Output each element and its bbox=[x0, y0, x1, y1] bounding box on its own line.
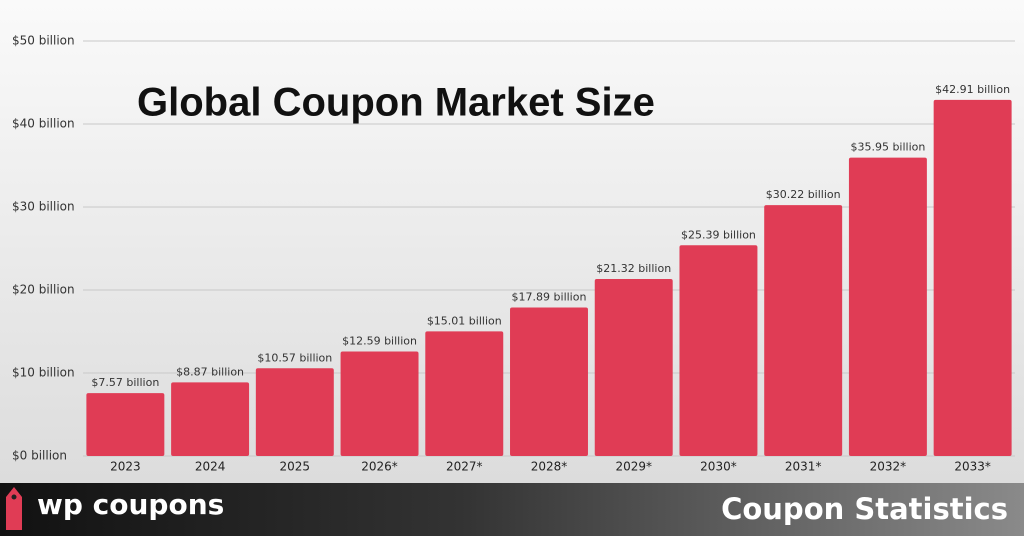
logo-hole bbox=[11, 494, 17, 500]
y-tick-label: $10 billion bbox=[12, 366, 75, 380]
x-tick-label: 2031* bbox=[785, 460, 822, 474]
bar bbox=[86, 393, 165, 456]
value-label: $30.22 billion bbox=[766, 188, 841, 201]
bar bbox=[510, 307, 588, 456]
x-tick-label: 2029* bbox=[615, 460, 652, 474]
x-tick-label: 2033* bbox=[954, 460, 991, 474]
x-tick-label: 2028* bbox=[531, 460, 568, 474]
bar bbox=[848, 157, 927, 457]
y-tick-label: $40 billion bbox=[12, 117, 75, 131]
y-tick-label: $50 billion bbox=[12, 34, 75, 48]
bar bbox=[679, 245, 758, 456]
value-label: $42.91 billion bbox=[935, 83, 1010, 96]
value-label: $12.59 billion bbox=[342, 335, 417, 348]
x-tick-label: 2027* bbox=[446, 460, 483, 474]
caption: Coupon Statistics bbox=[721, 492, 1008, 526]
x-tick-label: 2030* bbox=[700, 460, 737, 474]
bar bbox=[933, 99, 1012, 457]
value-label: $7.57 billion bbox=[91, 376, 159, 389]
x-tick-label: 2023 bbox=[110, 460, 141, 474]
x-tick-label: 2026* bbox=[361, 460, 398, 474]
bar bbox=[340, 351, 419, 456]
chart-title: Global Coupon Market Size bbox=[137, 81, 655, 125]
bar bbox=[594, 279, 673, 456]
y-tick-label: $30 billion bbox=[12, 200, 75, 214]
brand: wp coupons bbox=[37, 488, 224, 521]
bar bbox=[171, 382, 250, 456]
value-label: $8.87 billion bbox=[176, 365, 244, 378]
value-label: $25.39 billion bbox=[681, 228, 756, 241]
value-label: $35.95 billion bbox=[850, 141, 925, 154]
bar bbox=[255, 368, 334, 456]
value-label: $21.32 billion bbox=[596, 262, 671, 275]
logo-icon bbox=[6, 487, 22, 530]
footer bbox=[0, 483, 1024, 536]
bar bbox=[764, 205, 843, 456]
x-tick-label: 2024 bbox=[195, 460, 226, 474]
y-tick-label: $0 billion bbox=[12, 449, 67, 463]
bar bbox=[425, 331, 504, 456]
value-label: $10.57 billion bbox=[257, 351, 332, 364]
value-label: $17.89 billion bbox=[512, 291, 587, 304]
y-tick-label: $20 billion bbox=[12, 283, 75, 297]
x-tick-label: 2025 bbox=[280, 460, 311, 474]
x-tick-label: 2032* bbox=[870, 460, 907, 474]
value-label: $15.01 billion bbox=[427, 314, 502, 327]
